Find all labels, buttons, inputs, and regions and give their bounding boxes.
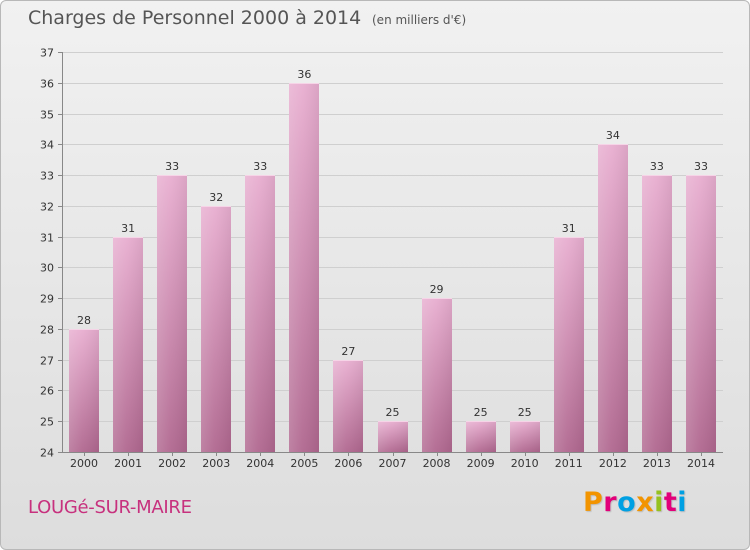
axes: 24 25 26 27 28 29 30 31 32 33 34 35 36 37 2000 2001 2002… xyxy=(40,47,723,470)
chart-subtitle: (en milliers d'€) xyxy=(372,13,467,27)
bar-shine xyxy=(333,360,363,452)
bar-shine xyxy=(466,421,496,452)
value-label: 27 xyxy=(341,345,355,358)
y-tick-label: 37 xyxy=(40,47,54,60)
brand-letter: i xyxy=(654,487,664,518)
y-tick-label: 24 xyxy=(40,447,54,460)
bar-shine xyxy=(157,175,187,452)
value-label: 25 xyxy=(386,406,400,419)
y-tick-label: 32 xyxy=(40,201,54,214)
bars xyxy=(69,83,716,452)
brand-letter: t xyxy=(663,487,678,518)
x-tick-label: 2007 xyxy=(379,457,407,470)
bar-shine xyxy=(245,175,275,452)
y-tick-label: 36 xyxy=(40,78,54,91)
x-tick-label: 2009 xyxy=(467,457,495,470)
bar-shine xyxy=(686,175,716,452)
value-label: 25 xyxy=(474,406,488,419)
value-label: 25 xyxy=(518,406,532,419)
x-tick-label: 2000 xyxy=(70,457,98,470)
x-tick-label: 2004 xyxy=(246,457,274,470)
y-tick-label: 31 xyxy=(40,232,54,245)
x-tick-label: 2003 xyxy=(202,457,230,470)
y-tick-label: 33 xyxy=(40,170,54,183)
commune-name: LOUGé-SUR-MAIRE xyxy=(28,497,192,518)
brand-letter: P xyxy=(583,487,604,518)
value-label: 33 xyxy=(650,160,664,173)
chart-title: Charges de Personnel 2000 à 2014 xyxy=(28,7,362,29)
bar-shine xyxy=(642,175,672,452)
value-label: 33 xyxy=(253,160,267,173)
value-label: 33 xyxy=(694,160,708,173)
value-labels: 28 31 33 32 33 36 27 25 29 25 25 31 34 33 33 xyxy=(77,68,708,419)
x-tick-label: 2013 xyxy=(643,457,671,470)
x-tick-label: 2012 xyxy=(599,457,627,470)
value-label: 29 xyxy=(430,283,444,296)
bar-shine xyxy=(113,237,143,452)
x-tick-label: 2002 xyxy=(158,457,186,470)
x-tick-label: 2011 xyxy=(555,457,583,470)
y-tick-label: 35 xyxy=(40,109,54,122)
x-tick-label: 2010 xyxy=(511,457,539,470)
bar-shine xyxy=(510,421,540,452)
brand-letter: o xyxy=(617,487,637,518)
y-tick-label: 25 xyxy=(40,416,54,429)
value-label: 32 xyxy=(209,191,223,204)
bar-shine xyxy=(289,83,319,452)
y-tick-label: 27 xyxy=(40,355,54,368)
brand-letter: i xyxy=(677,487,688,518)
bar-shine xyxy=(598,144,628,452)
bar-shine xyxy=(422,298,452,452)
brand-letter: x xyxy=(636,487,655,518)
y-tick-label: 28 xyxy=(40,324,54,337)
value-label: 28 xyxy=(77,314,91,327)
y-tick-label: 34 xyxy=(40,139,54,152)
x-tick-label: 2008 xyxy=(423,457,451,470)
x-tick-label: 2005 xyxy=(290,457,318,470)
bar-shine xyxy=(378,421,408,452)
y-tick-label: 26 xyxy=(40,385,54,398)
value-label: 31 xyxy=(121,222,135,235)
bar-shine xyxy=(554,237,584,452)
value-label: 34 xyxy=(606,129,620,142)
value-label: 36 xyxy=(297,68,311,81)
value-label: 31 xyxy=(562,222,576,235)
brand-letter: r xyxy=(603,487,618,518)
y-tick-label: 30 xyxy=(40,262,54,275)
y-tick-label: 29 xyxy=(40,293,54,306)
bar-shine xyxy=(69,329,99,452)
proxiti-logo[interactable]: Proxiti xyxy=(583,487,687,518)
x-tick-label: 2001 xyxy=(114,457,142,470)
bar-shine xyxy=(201,206,231,452)
x-tick-label: 2014 xyxy=(687,457,715,470)
value-label: 33 xyxy=(165,160,179,173)
x-tick-label: 2006 xyxy=(334,457,362,470)
